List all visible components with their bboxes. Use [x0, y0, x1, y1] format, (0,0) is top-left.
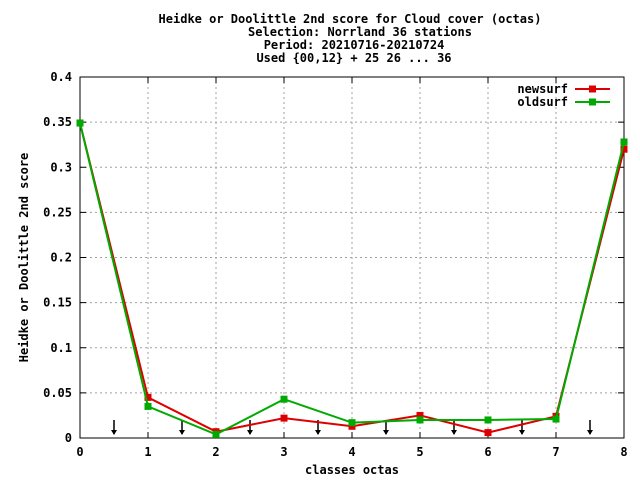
data-point-newsurf: [144, 393, 152, 401]
legend-marker: [589, 85, 596, 93]
x-tick-label: 7: [552, 445, 559, 459]
series-oldsurf: [76, 119, 628, 438]
x-tick-label: 4: [348, 445, 355, 459]
down-arrow-icon: [111, 420, 117, 435]
down-arrow-icon: [383, 420, 389, 435]
data-point-newsurf: [280, 414, 288, 422]
x-axis-tick-labels: 0 1 2 3 4 5 6 7 8: [76, 445, 627, 459]
y-axis-tick-labels: 0 0.05 0.1 0.15 0.2 0.25 0.3 0.35 0.4: [43, 70, 72, 445]
title-line-2: Selection: Norrland 36 stations: [248, 25, 472, 39]
x-tick-label: 1: [144, 445, 151, 459]
y-tick-label: 0.2: [50, 251, 72, 265]
data-point-oldsurf: [620, 138, 628, 146]
x-tick-label: 5: [416, 445, 423, 459]
data-point-oldsurf: [484, 416, 492, 424]
data-point-newsurf: [416, 411, 424, 419]
data-point-oldsurf: [280, 395, 288, 403]
x-tick-label: 2: [212, 445, 219, 459]
down-arrow-icon: [587, 420, 593, 435]
y-tick-label: 0.35: [43, 115, 72, 129]
x-tick-label: 0: [76, 445, 83, 459]
data-point-oldsurf: [212, 430, 220, 438]
grid: [80, 77, 624, 438]
data-point-oldsurf: [552, 415, 560, 423]
legend-label: newsurf: [517, 82, 568, 96]
x-tick-label: 6: [484, 445, 491, 459]
data-point-newsurf: [620, 145, 628, 153]
y-tick-label: 0.1: [50, 341, 72, 355]
down-arrow-icon: [451, 420, 457, 435]
legend-label: oldsurf: [517, 95, 568, 109]
data-point-oldsurf: [76, 119, 84, 127]
title-line-3: Period: 20210716-20210724: [264, 38, 445, 52]
x-tick-label: 8: [620, 445, 627, 459]
x-axis-label: classes octas: [305, 463, 399, 477]
down-arrow-icon: [179, 420, 185, 435]
title-line-1: Heidke or Doolittle 2nd score for Cloud …: [159, 12, 542, 26]
series-layer: [76, 119, 628, 438]
y-axis-label: Heidke or Doolittle 2nd score: [17, 153, 31, 363]
down-arrow-icon: [519, 420, 525, 435]
title-line-4: Used {00,12} + 25 26 ... 36: [256, 51, 451, 65]
y-tick-label: 0.3: [50, 160, 72, 174]
data-point-newsurf: [348, 422, 356, 430]
y-tick-label: 0: [65, 431, 72, 445]
y-tick-label: 0.4: [50, 70, 72, 84]
x-tick-label: 3: [280, 445, 287, 459]
data-point-newsurf: [484, 429, 492, 437]
chart-title: Heidke or Doolittle 2nd score for Cloud …: [159, 12, 542, 65]
y-tick-label: 0.05: [43, 386, 72, 400]
legend-marker: [589, 98, 596, 106]
class-boundary-arrows: [111, 420, 593, 435]
down-arrow-icon: [247, 420, 253, 435]
y-tick-label: 0.15: [43, 296, 72, 310]
data-point-oldsurf: [144, 402, 152, 410]
data-point-oldsurf: [416, 416, 424, 424]
y-tick-label: 0.25: [43, 205, 72, 219]
data-point-oldsurf: [348, 419, 356, 427]
